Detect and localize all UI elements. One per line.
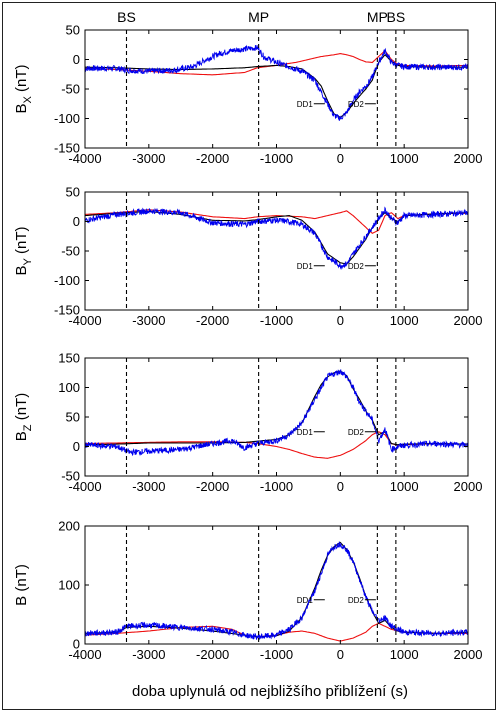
y-tick-label: -50 [61, 82, 80, 97]
y-axis-label: BX (nT) [13, 64, 34, 113]
marker-label-mp: MP [248, 9, 269, 25]
x-tick-label: -1000 [260, 647, 293, 662]
y-label-sub: Z [22, 424, 34, 431]
x-tick-label: 2000 [454, 479, 483, 494]
x-tick-label: -2000 [196, 151, 229, 166]
series-blue [85, 369, 468, 457]
y-tick-label: -100 [54, 273, 80, 288]
y-tick-label: 100 [58, 380, 80, 395]
series-group [85, 369, 468, 459]
x-tick-label: 0 [337, 479, 344, 494]
axes-box [84, 357, 469, 477]
y-axis-label: BZ (nT) [13, 393, 34, 441]
x-tick-label: -2000 [196, 313, 229, 328]
y-tick-label: -100 [54, 111, 80, 126]
annotation-dd1: DD1 [297, 596, 314, 605]
y-tick-label: 150 [58, 351, 80, 366]
panel-4: DD1 DD2-4000 -3000 -2000 -1000 0 1000 200020010… [13, 519, 482, 663]
x-tick-label: -4000 [68, 313, 101, 328]
y-label-unit: (nT) [13, 64, 30, 96]
y-tick-label: -150 [54, 141, 80, 156]
y-tick-label: 0 [73, 637, 80, 652]
x-tick-label: 1000 [390, 151, 419, 166]
annotation-dd2: DD2 [348, 428, 365, 437]
y-label-main: B [13, 104, 30, 114]
y-label-main: B [13, 266, 30, 276]
series-blue [85, 206, 468, 270]
y-label-sub: Y [22, 258, 34, 266]
annotation-dd1: DD1 [297, 262, 314, 271]
marker-label-bs: BS [387, 9, 406, 25]
y-label-main: B [13, 431, 30, 441]
figure-frame [2, 2, 496, 710]
x-tick-label: -1000 [260, 479, 293, 494]
marker-label-mp: MP [367, 9, 388, 25]
panel-1: DD1 DD2 -4000 -3000 -2000 -1000 0 1000 2000 50 0 -5… [13, 23, 482, 167]
x-tick-label: -3000 [132, 151, 165, 166]
series-blue [85, 44, 468, 121]
y-label-unit: (nT) [13, 226, 30, 258]
y-tick-label: 0 [73, 439, 80, 454]
x-tick-label: -4000 [68, 647, 101, 662]
series-group [85, 206, 468, 270]
series-group [85, 541, 468, 642]
x-tick-label: -4000 [68, 151, 101, 166]
y-tick-label: 50 [66, 410, 80, 425]
x-tick-label: -2000 [196, 479, 229, 494]
x-tick-label: 1000 [390, 647, 419, 662]
annotation-dd2: DD2 [348, 100, 365, 109]
x-tick-label: 0 [337, 647, 344, 662]
y-tick-label: -150 [54, 303, 80, 318]
x-tick-label: 1000 [390, 313, 419, 328]
axes-box [84, 29, 469, 149]
y-label-sub: X [22, 96, 34, 104]
x-tick-label: 2000 [454, 313, 483, 328]
y-tick-label: 0 [73, 52, 80, 67]
x-tick-label: 0 [337, 151, 344, 166]
x-tick-label: 0 [337, 313, 344, 328]
y-label-unit: (nT) [13, 393, 30, 425]
series-blue [85, 541, 468, 640]
x-tick-label: -1000 [260, 313, 293, 328]
y-tick-label: 100 [58, 578, 80, 593]
annotation-dd2: DD2 [348, 262, 365, 271]
x-tick-label: -4000 [68, 479, 101, 494]
y-tick-label: 0 [73, 214, 80, 229]
series-red [85, 431, 468, 459]
x-tick-label: 2000 [454, 151, 483, 166]
panel-2: DD1 DD2 -4000 -3000 -2000 -1000 0 1000 2000 50 0 -5… [13, 185, 482, 329]
x-tick-label: -2000 [196, 647, 229, 662]
annotation-dd1: DD1 [297, 100, 314, 109]
series-group [85, 44, 468, 121]
panel-3: DD1 DD2-4000 -3000 -2000 -1000 0 1000 200015010… [13, 351, 482, 495]
x-tick-label: -3000 [132, 647, 165, 662]
x-tick-label: -3000 [132, 313, 165, 328]
y-axis-label: B (nT) [13, 564, 30, 606]
x-tick-label: 1000 [390, 479, 419, 494]
y-label-unit: (nT) [13, 564, 30, 596]
y-axis-label: BY (nT) [13, 226, 34, 275]
annotation-dd2: DD2 [348, 596, 365, 605]
marker-label-bs: BS [117, 9, 136, 25]
y-tick-label: -50 [61, 469, 80, 484]
x-tick-label: -3000 [132, 479, 165, 494]
x-tick-label: 2000 [454, 647, 483, 662]
y-tick-label: 50 [66, 185, 80, 200]
x-tick-label: -1000 [260, 151, 293, 166]
y-tick-label: 200 [58, 519, 80, 534]
series-black [85, 370, 468, 446]
y-label-main: B [13, 596, 30, 606]
y-tick-label: -50 [61, 244, 80, 259]
x-axis-label: doba uplynulá od nejbližšího přiblížení … [132, 683, 408, 700]
annotation-dd1: DD1 [297, 428, 314, 437]
panels: DD1 DD2-4000 -3000 -2000 -1000 0 1000 2000500-5… [13, 23, 482, 663]
y-tick-label: 50 [66, 23, 80, 38]
